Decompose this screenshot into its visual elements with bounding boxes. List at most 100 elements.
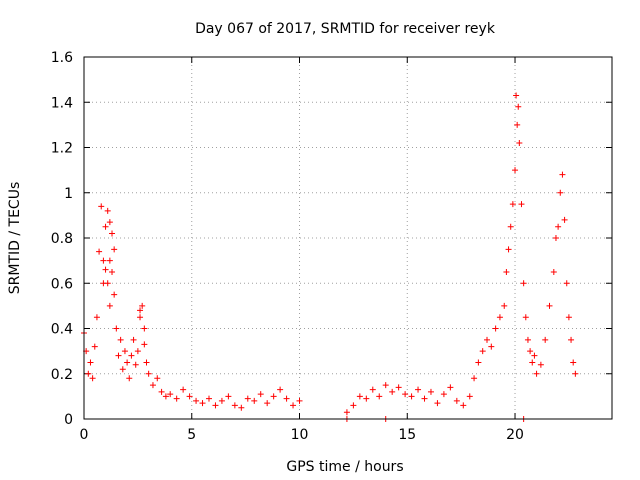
data-point	[119, 366, 126, 373]
data-point	[552, 235, 559, 241]
data-point	[96, 248, 103, 255]
y-tick-label: 0	[64, 412, 73, 428]
data-point	[514, 121, 521, 128]
data-point	[109, 230, 116, 237]
data-point	[484, 336, 491, 343]
data-point	[93, 314, 100, 321]
data-point	[244, 395, 251, 402]
data-point	[98, 203, 105, 210]
data-point	[542, 336, 549, 343]
data-point	[561, 216, 568, 223]
data-point	[231, 402, 238, 409]
data-point	[505, 246, 512, 253]
data-point	[466, 393, 473, 400]
data-point	[111, 291, 118, 298]
data-point	[501, 302, 508, 309]
data-point	[290, 402, 297, 409]
data-point	[173, 395, 180, 402]
data-point	[434, 400, 441, 407]
data-point	[124, 359, 131, 366]
y-tick-label: 0.2	[51, 367, 73, 383]
y-tick-label: 0.8	[51, 231, 73, 247]
data-point	[537, 361, 544, 368]
data-point	[89, 375, 96, 382]
data-point	[516, 139, 523, 146]
y-tick-label: 0.4	[51, 322, 73, 338]
data-point	[115, 352, 122, 359]
data-point	[111, 246, 118, 253]
data-point	[512, 167, 519, 174]
data-point	[218, 397, 225, 404]
y-axis-label: SRMTID / TECUs	[7, 182, 23, 295]
plot-frame	[83, 56, 613, 420]
data-point	[109, 268, 116, 275]
data-point	[568, 336, 575, 343]
data-point	[199, 400, 206, 407]
data-point	[421, 395, 428, 402]
x-tick-label: 5	[187, 427, 196, 443]
data-point	[106, 257, 113, 264]
data-point	[509, 201, 516, 208]
chart-title: Day 067 of 2017, SRMTID for receiver rey…	[195, 21, 496, 37]
data-point	[100, 257, 107, 264]
data-point	[137, 314, 144, 321]
y-tick-label: 1.4	[51, 95, 73, 111]
data-point	[205, 395, 212, 402]
data-point	[154, 375, 161, 382]
axis-ticks: 0 5 10 15 20 0 0.2 0.4 0.6 0.8 1 1.2 1.4 1.6	[51, 50, 612, 443]
data-point	[557, 189, 564, 196]
y-tick-label: 1	[64, 186, 73, 202]
x-tick-label: 10	[291, 427, 309, 443]
data-point	[121, 348, 128, 355]
data-point	[143, 359, 150, 366]
data-point	[520, 280, 527, 287]
data-point	[427, 388, 434, 395]
data-point	[134, 348, 141, 355]
data-point	[376, 393, 383, 400]
data-point	[496, 314, 503, 321]
data-point	[453, 397, 460, 404]
data-point	[117, 336, 124, 343]
data-point	[132, 361, 139, 368]
data-point	[126, 375, 133, 382]
data-point	[488, 343, 495, 350]
data-point	[460, 402, 467, 409]
data-point	[529, 359, 536, 366]
data-points	[81, 92, 579, 422]
data-point	[402, 391, 409, 398]
data-point	[113, 325, 120, 332]
data-point	[524, 336, 531, 343]
data-point	[149, 382, 156, 389]
data-point	[145, 370, 152, 377]
data-point	[475, 359, 482, 366]
data-point	[369, 386, 376, 393]
data-point	[492, 325, 499, 332]
data-point	[85, 370, 92, 377]
x-axis-label: GPS time / hours	[286, 459, 403, 475]
data-point	[296, 397, 303, 404]
data-point	[180, 386, 187, 393]
data-point	[563, 280, 570, 287]
data-point	[440, 391, 447, 398]
y-tick-label: 1.2	[51, 141, 73, 157]
data-point	[102, 223, 109, 230]
data-point	[162, 393, 169, 400]
data-point	[570, 359, 577, 366]
data-point	[546, 302, 553, 309]
data-point	[270, 393, 277, 400]
data-point	[167, 391, 174, 398]
data-point	[471, 375, 478, 382]
data-point	[518, 201, 525, 208]
data-point	[515, 103, 522, 110]
data-point	[555, 223, 562, 230]
data-point	[479, 348, 486, 355]
data-point	[343, 409, 350, 416]
data-point	[264, 400, 271, 407]
data-point	[356, 393, 363, 400]
data-point	[238, 404, 245, 411]
data-point	[212, 402, 219, 409]
data-point	[130, 336, 137, 343]
data-point	[186, 393, 193, 400]
data-point	[137, 307, 144, 314]
